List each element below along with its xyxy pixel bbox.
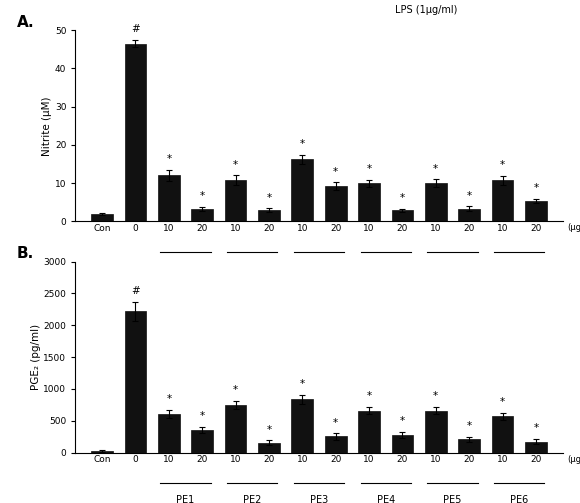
Text: *: * [400,416,405,426]
Text: *: * [300,139,305,149]
Text: *: * [166,394,172,404]
Text: LPS (1μg/ml): LPS (1μg/ml) [288,294,350,304]
Bar [358,410,380,453]
Text: (μg/ml): (μg/ml) [567,223,580,232]
Text: *: * [367,164,372,174]
Text: LPS (1μg/ml): LPS (1μg/ml) [395,5,458,15]
Bar [292,399,313,453]
Text: *: * [333,417,338,428]
Text: PE3: PE3 [310,264,328,273]
Bar [492,181,513,221]
Text: PE2: PE2 [243,495,262,503]
Text: A.: A. [17,15,35,30]
Bar [292,159,313,221]
Bar [158,176,180,221]
Text: *: * [333,166,338,177]
Bar [358,184,380,221]
Bar [91,451,113,453]
Text: *: * [367,391,372,401]
Text: *: * [433,163,438,174]
Text: PE6: PE6 [510,264,528,273]
Y-axis label: Nitrite (μM): Nitrite (μM) [42,96,52,155]
Text: *: * [466,421,472,431]
Text: *: * [233,385,238,395]
Text: PE4: PE4 [376,264,395,273]
Bar [392,435,414,453]
Text: *: * [500,160,505,170]
Bar [492,416,513,453]
Text: PE2: PE2 [243,264,262,273]
Text: #: # [131,286,140,296]
Bar [125,311,146,453]
Bar [191,209,213,221]
Bar [392,210,414,221]
Text: *: * [300,379,305,389]
Bar [525,201,547,221]
Text: PE3: PE3 [310,495,328,503]
Bar [458,209,480,221]
Bar [325,186,346,221]
Text: B.: B. [17,246,34,261]
Bar [525,442,547,453]
Bar [224,180,246,221]
Text: *: * [266,193,271,203]
Bar [191,430,213,453]
Bar [258,443,280,453]
Text: *: * [534,184,538,194]
Bar [325,437,346,453]
Text: PE5: PE5 [443,264,462,273]
Text: *: * [200,411,205,421]
Text: *: * [233,160,238,170]
Bar [224,405,246,453]
Text: *: * [166,154,172,164]
Y-axis label: PGE₂ (pg/ml): PGE₂ (pg/ml) [31,324,41,390]
Bar [425,410,447,453]
Bar [258,210,280,221]
Text: *: * [400,193,405,203]
Text: PE1: PE1 [176,264,195,273]
Text: #: # [131,24,140,34]
Bar [458,439,480,453]
Text: *: * [200,192,205,201]
Text: *: * [500,397,505,407]
Bar [425,183,447,221]
Text: *: * [266,425,271,435]
Text: *: * [466,191,472,201]
Text: *: * [433,391,438,401]
Text: PE5: PE5 [443,495,462,503]
Bar [125,44,146,221]
Text: PE4: PE4 [376,495,395,503]
Text: *: * [534,423,538,433]
Text: PE1: PE1 [176,495,195,503]
Bar [158,414,180,453]
Bar [91,214,113,221]
Text: (μg/ml): (μg/ml) [567,455,580,464]
Text: PE6: PE6 [510,495,528,503]
